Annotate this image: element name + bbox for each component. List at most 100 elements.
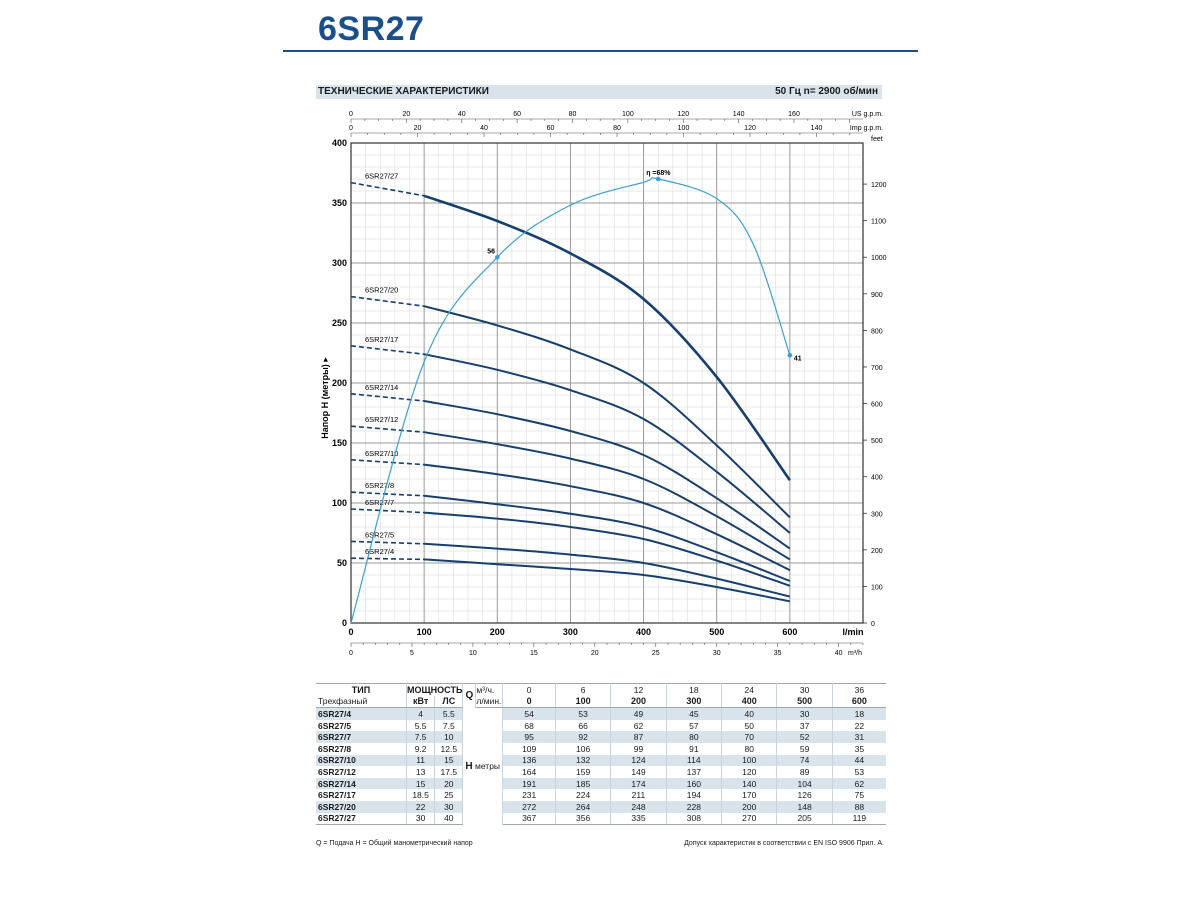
curve-6SR27/14 <box>423 400 791 550</box>
table-row: 6SR27/12 13 17.5 164 159 149 137 120 89 53 <box>316 766 886 778</box>
curve-dashed-6SR27/14 <box>350 393 425 402</box>
table-row: 6SR27/7 7.5 10 95 92 87 80 70 52 31 <box>316 731 886 743</box>
row-head-value: 92 <box>555 731 612 743</box>
x-imp-label: 20 <box>414 125 422 132</box>
y-right-tick-label: 100 <box>871 584 883 591</box>
row-name: 6SR27/4 <box>316 707 407 720</box>
x-m3h-label: 40 <box>835 650 843 657</box>
row-head-value: 164 <box>502 766 556 778</box>
page-title: 6SR27 <box>318 10 425 48</box>
row-head-value: 59 <box>776 742 833 755</box>
x-m3h-label: 15 <box>530 650 538 657</box>
row-hp: 17.5 <box>434 766 464 778</box>
row-head-value: 174 <box>610 777 667 790</box>
row-head-value: 160 <box>666 777 723 790</box>
table-row: 6SR27/4 4 5.5 H метры 54 53 49 45 40 30 18 <box>316 707 886 825</box>
sub-kw-label: кВт <box>406 695 436 709</box>
row-head-value: 170 <box>721 789 778 801</box>
row-head-value: 80 <box>721 742 778 755</box>
y-tick-label: 350 <box>332 198 347 208</box>
spec-bar-frequency: 50 Гц n= 2900 об/мин <box>775 86 878 97</box>
sub-type-label: Трехфазный <box>316 695 407 709</box>
h-label-cell: H метры <box>462 707 504 825</box>
q-lmin-value: 300 <box>666 695 723 709</box>
y-right-tick-label: 800 <box>871 328 883 335</box>
plot-frame <box>350 142 864 624</box>
y-right-tick-label: 1000 <box>871 255 887 262</box>
sub-hp-label: ЛС <box>434 695 464 709</box>
row-hp: 10 <box>434 731 464 743</box>
q-lmin-value: 200 <box>610 695 667 709</box>
row-kw: 18.5 <box>406 789 436 801</box>
row-kw: 7.5 <box>406 731 436 743</box>
row-kw: 22 <box>406 800 436 813</box>
row-head-value: 99 <box>610 742 667 755</box>
row-hp: 20 <box>434 777 464 790</box>
row-head-value: 91 <box>666 742 723 755</box>
q-m3h-value: 12 <box>610 682 667 696</box>
curve-dashed-6SR27/20 <box>350 295 425 307</box>
x-imp-label: 120 <box>744 125 756 132</box>
curve-dashed-6SR27/5 <box>350 540 425 545</box>
curve-6SR27/10 <box>424 463 791 572</box>
curve-label: 6SR27/4 <box>365 547 394 556</box>
q-m3h-value: 6 <box>555 682 612 696</box>
curve-label: 6SR27/5 <box>365 530 394 539</box>
table-row: 6SR27/17 18.5 25 231 224 211 194 170 126 75 <box>316 789 886 801</box>
row-head-value: 248 <box>610 800 667 813</box>
row-head-value: 54 <box>502 707 556 720</box>
efficiency-point <box>494 255 500 260</box>
row-head-value: 272 <box>502 800 556 813</box>
performance-chart: 0501001502002503003504000100200300400500… <box>320 111 887 657</box>
curve-6SR27/4 <box>424 558 791 603</box>
row-kw: 5.5 <box>406 719 436 732</box>
y-tick-label: 0 <box>342 618 347 628</box>
row-head-value: 356 <box>555 812 612 826</box>
x-unit-label: l/min <box>842 627 863 637</box>
x-us-label: 120 <box>677 111 689 118</box>
q-lmin-value: 500 <box>776 695 833 709</box>
x-m3h-unit: m³/h <box>848 650 862 657</box>
x-m3h-label: 5 <box>410 650 414 657</box>
curve-label: 6SR27/12 <box>365 415 398 424</box>
row-head-value: 35 <box>854 743 865 754</box>
curve-label: 6SR27/10 <box>365 449 398 458</box>
row-head-value: 335 <box>610 812 667 826</box>
curve-6SR27/7 <box>424 511 791 587</box>
x-us-unit: US g.p.m. <box>852 111 883 118</box>
row-head-value: 191 <box>502 777 556 790</box>
y-right-tick-label: 900 <box>871 292 883 299</box>
row-head-value: 367 <box>502 812 556 826</box>
y-right-tick-label: 500 <box>871 438 883 445</box>
row-kw: 30 <box>406 812 436 826</box>
row-name: 6SR27/8 <box>316 742 407 755</box>
row-head-value: 308 <box>666 812 723 826</box>
row-head-value: 211 <box>610 789 667 801</box>
row-head-value: 40 <box>721 707 778 720</box>
x-imp-label: 60 <box>547 125 555 132</box>
row-hp: 5.5 <box>434 707 464 720</box>
table-row: 6SR27/20 22 30 272 264 248 228 200 148 88 <box>316 800 886 813</box>
row-head-value: 88 <box>832 800 886 813</box>
y-right-tick-label: 0 <box>871 621 875 628</box>
table-row: 6SR27/5 5.5 7.5 68 66 62 57 50 37 22 <box>316 719 886 732</box>
row-head-value: 37 <box>776 719 833 732</box>
row-head-value: 62 <box>832 777 886 790</box>
row-name: 6SR27/27 <box>316 812 407 826</box>
x-imp-label: 40 <box>480 125 488 132</box>
row-kw: 4 <box>406 707 436 720</box>
curve-dashed-6SR27/4 <box>350 557 425 561</box>
efficiency-point <box>655 176 661 182</box>
x-imp-label: 0 <box>349 125 353 132</box>
x-m3h-label: 30 <box>713 650 721 657</box>
row-hp: 12.5 <box>434 742 464 755</box>
q-m3h-value: 18 <box>666 682 723 696</box>
x-m3h-label: 35 <box>774 650 782 657</box>
row-head-value: 74 <box>776 754 833 767</box>
x-us-label: 60 <box>513 111 521 118</box>
y-tick-label: 400 <box>332 138 347 148</box>
row-head-value: 114 <box>666 754 723 767</box>
spec-bar-title: ТЕХНИЧЕСКИЕ ХАРАКТЕРИСТИКИ <box>318 86 489 97</box>
row-hp: 30 <box>434 800 464 813</box>
table-row: 6SR27/14 15 20 191 185 174 160 140 104 62 <box>316 777 886 790</box>
